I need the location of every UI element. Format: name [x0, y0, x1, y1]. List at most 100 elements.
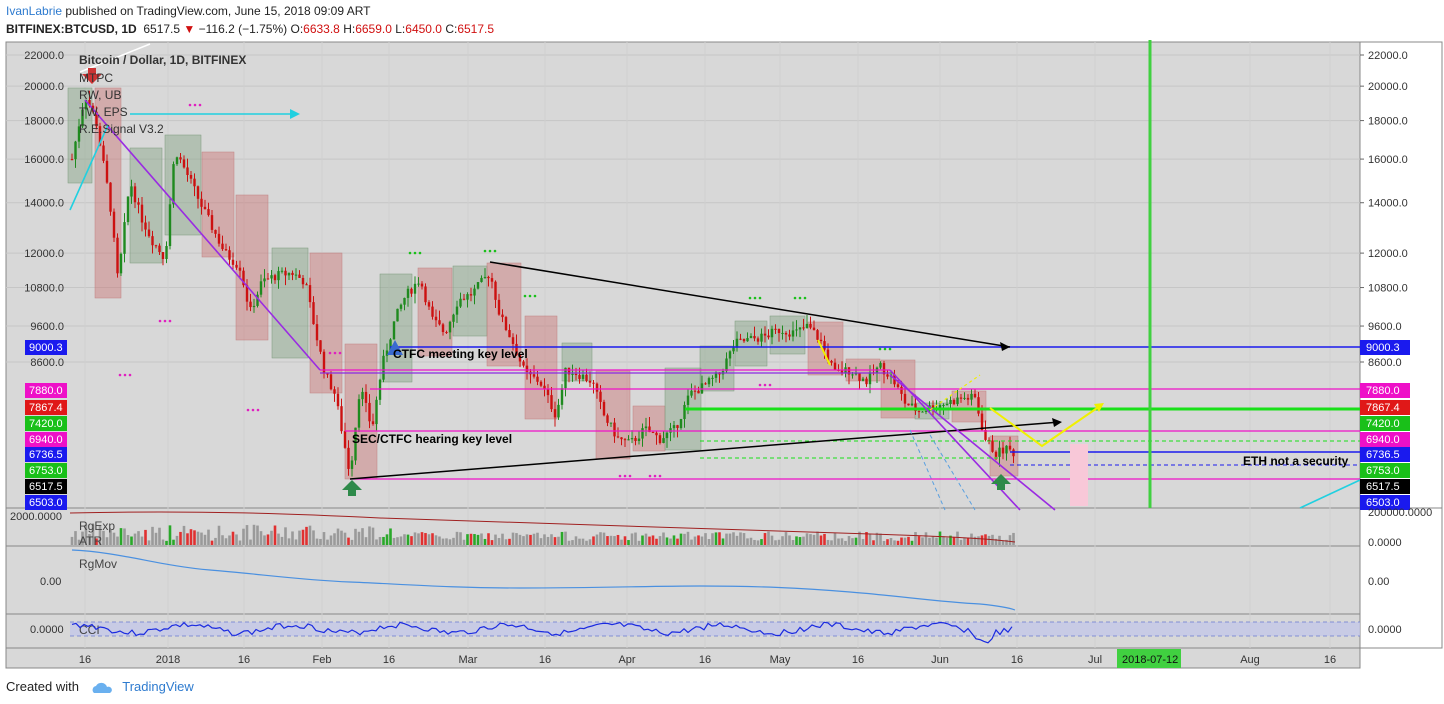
volume-bar: [854, 537, 858, 545]
candle-body: [494, 281, 497, 300]
candle-body: [238, 267, 242, 271]
volume-bar: [235, 534, 238, 545]
volume-bar: [81, 531, 84, 545]
candle-body: [819, 339, 823, 342]
rgmov-right-tick: 0.00: [1368, 576, 1389, 588]
candle-body: [284, 270, 287, 276]
candle-body: [347, 447, 350, 469]
volume-bar: [637, 540, 641, 545]
volume-bar: [1008, 535, 1012, 545]
channel-line-b: [889, 374, 1056, 511]
candle-body: [487, 276, 490, 279]
candle-body: [140, 204, 144, 223]
signal-dot: [118, 373, 122, 377]
candle-body: [676, 425, 679, 429]
cci-line: [71, 621, 1013, 644]
triangle-bottom-line: [349, 421, 1061, 480]
left-price-ticks: 22000.0 20000.0 18000.0 16000.0 14000.0 12000…: [24, 50, 64, 369]
candle-body: [308, 285, 312, 303]
signal-dot: [198, 103, 202, 107]
signal-dot: [768, 383, 772, 387]
volume-bar: [728, 533, 732, 545]
candle-body: [795, 329, 798, 331]
key-levels: [320, 346, 1360, 480]
trend-lines: [69, 40, 1361, 511]
volume-bar: [980, 535, 984, 545]
volume-bar: [147, 540, 151, 545]
candle-body: [508, 330, 511, 338]
low-value: 6450.0: [405, 22, 442, 36]
candle-body: [952, 399, 956, 405]
candle-body: [175, 157, 179, 165]
volume-bar: [133, 533, 137, 545]
candle-body: [452, 314, 455, 322]
volume-bar: [445, 538, 448, 545]
volume-bar: [343, 532, 347, 545]
time-axis[interactable]: [5, 647, 1361, 669]
volume-bar: [112, 532, 116, 545]
candle-body: [581, 374, 585, 379]
price-badge: [1360, 479, 1410, 494]
volume-bar: [805, 533, 809, 545]
price-ticks: 22000.0 20000.0 18000.0 16000.0 14000.0 12000…: [1360, 50, 1408, 369]
volume-bar: [315, 538, 319, 545]
annotation-eth: ETH not a security: [1243, 454, 1349, 468]
signal-dot: [623, 474, 627, 478]
candle-body: [532, 374, 536, 377]
left-price-badge: [25, 400, 67, 415]
volume-pane[interactable]: [5, 507, 1361, 547]
candle-body: [924, 410, 928, 412]
volume-bar: [277, 533, 280, 545]
candle-body: [126, 196, 130, 223]
volume-bar: [319, 538, 322, 545]
candle-body: [641, 428, 644, 439]
volume-bar: [368, 526, 371, 545]
candle-body: [424, 286, 427, 303]
chart-area[interactable]: CTFC meeting key level SEC/CTFC hearing …: [0, 40, 1444, 680]
up-arrow-icon: [991, 474, 1011, 490]
time-label: 16: [1011, 654, 1023, 666]
volume-bar: [336, 528, 340, 545]
candle-body: [371, 421, 375, 425]
volume-bar: [865, 532, 868, 545]
candle-body: [259, 281, 263, 295]
volume-bar: [623, 536, 627, 545]
volume-bar: [686, 531, 690, 545]
candle-body: [973, 393, 977, 398]
volume-bar: [455, 531, 459, 545]
volume-bar: [249, 539, 252, 545]
author-link[interactable]: IvanLabrie: [6, 4, 63, 18]
price-badge-label: 6940.0: [1366, 434, 1400, 446]
volume-bar: [364, 537, 368, 545]
candle-body: [277, 271, 280, 281]
arrow-head-icon: [1094, 403, 1104, 412]
candle-body: [791, 330, 795, 337]
left-price-tick-label: 10800.0: [24, 283, 64, 295]
volume-bar: [770, 535, 774, 545]
candle-body: [217, 233, 221, 244]
volume-bar: [963, 537, 966, 545]
time-label: Aug: [1240, 654, 1260, 666]
volume-bar: [291, 531, 294, 545]
price-pane[interactable]: [5, 41, 1361, 509]
candle-body: [340, 406, 343, 432]
candle-body: [133, 186, 137, 203]
tradingview-link[interactable]: TradingView: [122, 679, 194, 694]
regmov-pane[interactable]: [5, 545, 1361, 615]
volume-bar: [252, 524, 256, 545]
legend-indicator: MTPC: [79, 71, 113, 85]
volume-bar: [245, 525, 249, 545]
candle-body: [459, 298, 462, 307]
volume-bar: [651, 535, 655, 545]
candle-body: [294, 274, 298, 276]
price-badge: [1360, 463, 1410, 478]
volume-bar: [788, 535, 791, 545]
volume-bar: [462, 539, 466, 545]
volume-bar: [438, 536, 441, 545]
time-labels: 16 2018 16 Feb 16 Mar 16 Apr 16 May 16 Jun 16 Jul Aug 1…: [79, 654, 1336, 666]
candle-body: [249, 301, 252, 308]
cyan-line-right: [1299, 479, 1361, 509]
close-value: 6517.5: [457, 22, 495, 36]
signal-dot: [628, 474, 632, 478]
volume-bar: [889, 538, 893, 545]
